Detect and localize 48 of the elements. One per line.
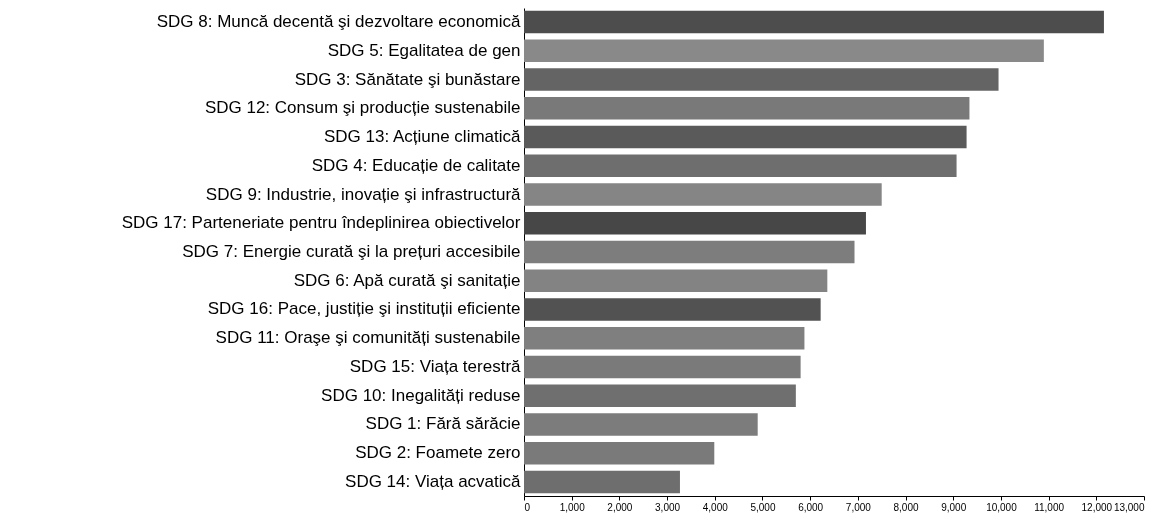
y-tick-label: SDG 13: Acțiune climatică (323, 127, 522, 147)
y-tick-label: SDG 3: Sănătate şi bunăstare (294, 69, 521, 89)
bar (524, 384, 796, 407)
bar (524, 183, 882, 206)
bar (524, 413, 758, 436)
y-tick-label: SDG 12: Consum şi producție sustenabile (204, 98, 521, 118)
y-tick-label: SDG 1: Fără sărăcie (365, 414, 521, 434)
y-tick-label: SDG 8: Muncă decentă şi dezvoltare economică (156, 12, 522, 32)
x-tick-label: 7,000 (845, 501, 872, 513)
x-tick-label: 2,000 (607, 501, 633, 513)
bar (524, 39, 1044, 63)
bar (524, 355, 801, 379)
x-tick-label: 0 (524, 501, 531, 513)
bar (524, 470, 680, 494)
y-tick-label: SDG 4: Educație de calitate (311, 155, 521, 175)
bar (524, 125, 967, 149)
bar (524, 269, 828, 292)
bar (524, 212, 866, 235)
y-tick-label: SDG 17: Parteneriate pentru îndeplinirea obiectivelor (121, 213, 521, 233)
x-tick-label: 3,000 (655, 501, 681, 513)
bar (524, 68, 999, 91)
x-tick-label: 5,000 (750, 501, 776, 513)
x-tick-label: 6,000 (798, 501, 824, 513)
bar (524, 154, 957, 177)
bar (524, 97, 970, 120)
bar (524, 298, 821, 321)
y-tick-label: SDG 16: Pace, justiție şi instituții eficiente (207, 299, 521, 319)
x-tick-label: 8,000 (893, 501, 919, 513)
y-tick-label: SDG 7: Energie curată şi la prețuri accesibile (182, 242, 521, 261)
bar (524, 441, 715, 465)
x-tick-label: 10,000 (986, 501, 1018, 513)
bar (524, 327, 805, 350)
y-tick-label: SDG 6: Apă curată şi sanitație (293, 270, 521, 290)
bar (524, 10, 1104, 34)
y-tick-label: SDG 5: Egalitatea de gen (327, 40, 521, 60)
y-tick-label: SDG 14: Viața acvatică (345, 471, 522, 491)
y-tick-label: SDG 11: Oraşe şi comunități sustenabile (215, 328, 521, 348)
x-tick-label: 11,000 (1034, 501, 1065, 513)
y-tick-label: SDG 15: Viața terestră (349, 356, 522, 376)
x-tick-label: 12,000 (1081, 501, 1113, 513)
y-tick-label: SDG 2: Foamete zero (355, 443, 521, 463)
y-tick-label: SDG 10: Inegalități reduse (321, 385, 521, 405)
bar (524, 240, 855, 264)
x-tick-label: 13,000 (1113, 501, 1145, 513)
x-tick-label: 1,000 (559, 501, 586, 513)
x-tick-label: 9,000 (941, 501, 967, 513)
y-tick-label: SDG 9: Industrie, inovație şi infrastructură (205, 184, 522, 204)
x-tick-label: 4,000 (702, 501, 729, 513)
